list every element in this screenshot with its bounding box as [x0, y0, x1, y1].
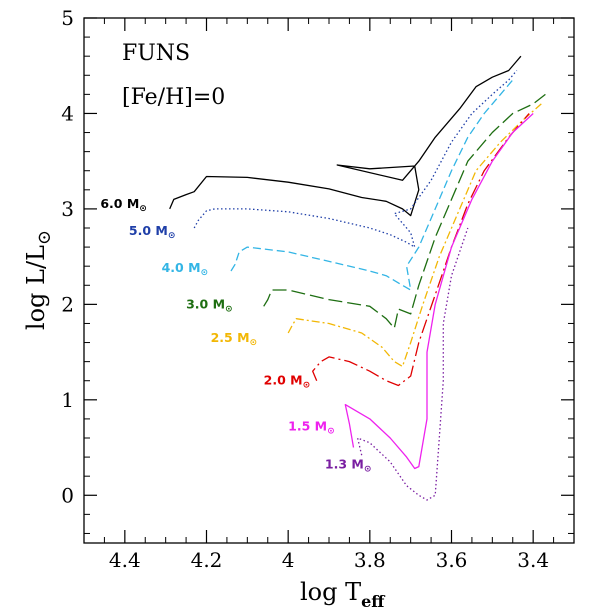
x-tick-label: 3.4 — [517, 548, 549, 572]
y-axis-label-sub: ⊙ — [34, 230, 55, 245]
series-line-7 — [356, 227, 469, 501]
series-line-2 — [230, 79, 514, 291]
y-axis-label: log L/L⊙ — [22, 230, 55, 330]
x-tick-label: 3.6 — [436, 548, 468, 572]
series-line-0 — [169, 55, 522, 217]
y-tick-label: 1 — [61, 388, 74, 412]
mass-label-text: 6.0 M — [100, 196, 139, 211]
mass-label-text: 1.5 M — [288, 419, 327, 434]
mass-label-text: 2.0 M — [264, 373, 303, 388]
mass-label-unit: ⊙ — [139, 204, 147, 214]
x-tick-label: 4.4 — [109, 548, 141, 572]
mass-label-unit: ⊙ — [201, 268, 209, 278]
x-tick-label: 3.8 — [354, 548, 386, 572]
mass-label-unit: ⊙ — [364, 465, 372, 475]
series-layer — [169, 55, 546, 501]
mass-label-4: 2.5 M⊙ — [211, 330, 257, 348]
mass-label-unit: ⊙ — [327, 427, 335, 437]
annotation-metallicity: [Fe/H]=0 — [122, 85, 225, 110]
x-axis-label-main: log T — [300, 578, 361, 606]
y-tick-label: 0 — [61, 483, 74, 507]
mass-label-7: 1.3 M⊙ — [325, 457, 371, 475]
series-line-5 — [312, 113, 530, 387]
series-line-6 — [344, 113, 534, 470]
mass-label-1: 5.0 M⊙ — [129, 223, 175, 241]
mass-label-unit: ⊙ — [250, 338, 258, 348]
y-tick-label: 2 — [61, 292, 74, 316]
mass-label-text: 1.3 M — [325, 457, 364, 472]
mass-label-text: 3.0 M — [186, 296, 225, 311]
mass-label-0: 6.0 M⊙ — [100, 196, 146, 214]
mass-label-text: 2.5 M — [211, 330, 250, 345]
mass-label-unit: ⊙ — [303, 381, 311, 391]
mass-label-unit: ⊙ — [225, 304, 233, 314]
x-axis-label-sub: eff — [361, 592, 385, 611]
mass-label-unit: ⊙ — [168, 231, 176, 241]
mass-label-6: 1.5 M⊙ — [288, 419, 334, 437]
y-tick-label: 3 — [61, 197, 74, 221]
x-tick-label: 4.2 — [191, 548, 223, 572]
mass-label-text: 5.0 M — [129, 223, 168, 238]
axis-ticks: 4.4 4.2 4 3.8 3.6 3.4 0 1 2 3 4 5 — [61, 6, 574, 572]
y-axis-label-group: log L/L⊙ — [22, 230, 55, 330]
series-line-4 — [287, 103, 542, 368]
mass-labels: 6.0 M⊙5.0 M⊙4.0 M⊙3.0 M⊙2.5 M⊙2.0 M⊙1.5 … — [100, 196, 371, 475]
mass-label-2: 4.0 M⊙ — [162, 260, 208, 278]
series-line-1 — [193, 70, 518, 248]
y-tick-label: 4 — [61, 101, 74, 125]
x-axis-label: log Teff — [300, 578, 385, 611]
y-axis-label-main: log L/L — [22, 245, 50, 330]
y-tick-label: 5 — [61, 6, 74, 30]
annotation-funs: FUNS — [122, 41, 190, 66]
mass-label-3: 3.0 M⊙ — [186, 296, 232, 314]
series-line-3 — [263, 93, 546, 329]
x-tick-label: 4 — [282, 548, 295, 572]
mass-label-text: 4.0 M — [162, 260, 201, 275]
mass-label-5: 2.0 M⊙ — [264, 373, 310, 391]
